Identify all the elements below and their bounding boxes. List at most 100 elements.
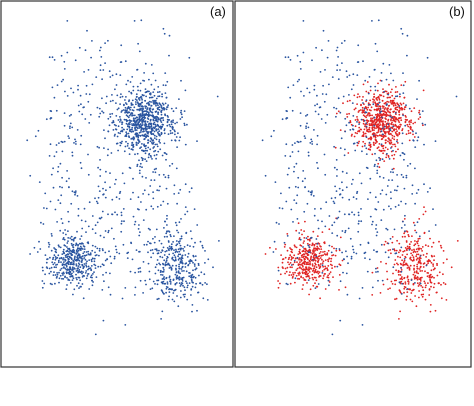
data-point (337, 216, 340, 219)
data-point (344, 148, 346, 151)
data-point (56, 275, 58, 278)
data-point (419, 266, 422, 269)
data-point (56, 273, 59, 276)
data-point (319, 106, 322, 108)
data-point (85, 270, 88, 272)
data-point (324, 267, 327, 270)
data-point (161, 290, 164, 292)
data-point (137, 142, 140, 145)
data-point (392, 248, 394, 251)
data-point (157, 112, 159, 114)
data-point (161, 278, 164, 280)
data-point (192, 261, 194, 264)
data-point (159, 271, 162, 273)
data-point (105, 95, 108, 98)
data-point (125, 83, 128, 86)
data-point (149, 93, 152, 96)
data-point (125, 140, 127, 143)
data-point (309, 263, 311, 266)
data-point (145, 160, 148, 163)
data-point (403, 153, 406, 156)
data-point (53, 155, 56, 158)
data-point (378, 126, 380, 129)
data-point (159, 142, 162, 144)
data-point (179, 238, 182, 240)
data-point (155, 167, 158, 170)
data-point (191, 285, 194, 288)
data-point (43, 282, 46, 285)
data-point (410, 252, 412, 255)
data-point (167, 176, 170, 179)
data-point (64, 90, 66, 93)
data-point (390, 252, 392, 255)
data-point (179, 118, 182, 120)
data-point (74, 255, 76, 258)
data-point (127, 122, 130, 125)
data-point (369, 177, 372, 180)
data-point (174, 130, 176, 133)
data-point (317, 255, 320, 258)
data-point (204, 250, 206, 252)
data-point (281, 261, 284, 264)
data-point (418, 111, 420, 114)
data-point (144, 107, 147, 109)
data-point (416, 282, 419, 285)
data-point (387, 256, 390, 259)
data-point (307, 126, 310, 129)
data-point (168, 288, 171, 290)
data-point (139, 165, 142, 168)
data-point (117, 132, 120, 134)
data-point (400, 266, 402, 269)
data-point (375, 159, 378, 162)
data-point (133, 106, 136, 109)
data-point (196, 140, 198, 143)
data-point (64, 260, 67, 262)
data-point (89, 276, 92, 279)
data-point (172, 252, 175, 255)
data-point (87, 225, 90, 228)
data-point (181, 266, 184, 269)
data-point (161, 95, 164, 98)
data-point (372, 135, 375, 138)
data-point (397, 263, 399, 266)
data-point (152, 102, 155, 105)
data-point (110, 262, 113, 265)
data-point (62, 278, 65, 280)
data-point (36, 251, 39, 253)
data-point (147, 141, 150, 144)
data-point (60, 256, 63, 259)
data-point (99, 265, 102, 268)
data-point (401, 152, 404, 154)
data-point (455, 95, 458, 98)
data-point (306, 238, 309, 241)
data-point (381, 189, 384, 192)
data-point (135, 96, 138, 98)
data-point (65, 265, 68, 268)
data-point (429, 273, 432, 276)
data-point (174, 258, 177, 261)
data-point (364, 142, 366, 145)
data-point (314, 249, 316, 252)
data-point (159, 103, 162, 106)
data-point (190, 274, 193, 277)
data-point (433, 259, 435, 262)
data-point (367, 106, 369, 109)
data-point (77, 253, 80, 256)
data-point (138, 208, 140, 211)
data-point (203, 273, 206, 276)
data-point (422, 89, 425, 92)
data-point (361, 99, 363, 101)
data-point (428, 288, 431, 290)
data-point (353, 108, 356, 111)
data-point (292, 275, 294, 278)
data-point (186, 298, 189, 301)
data-point (295, 274, 298, 277)
data-point (194, 286, 197, 289)
data-point (338, 289, 340, 291)
data-point (128, 99, 131, 102)
data-point (115, 84, 118, 86)
data-point (375, 97, 378, 99)
data-point (26, 139, 29, 142)
data-point (332, 200, 335, 203)
data-point (68, 266, 71, 269)
